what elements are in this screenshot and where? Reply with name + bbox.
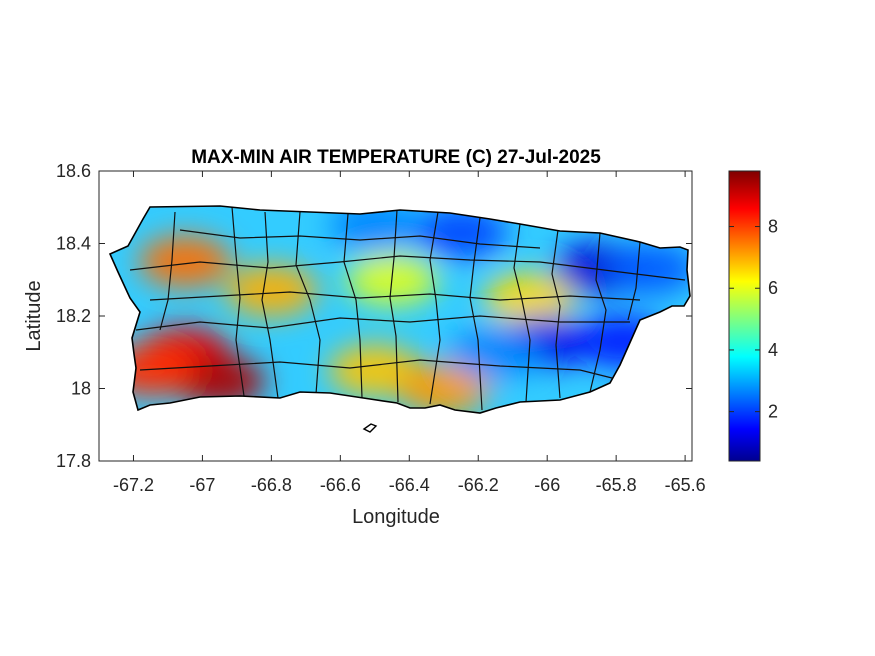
temperature-region bbox=[225, 264, 318, 317]
temperature-region bbox=[449, 326, 542, 379]
small-island-caja-de-muertos bbox=[362, 423, 378, 433]
y-tick-label: 18.2 bbox=[56, 306, 91, 326]
x-tick-label: -67.2 bbox=[113, 475, 154, 495]
y-axis-label: Latitude bbox=[23, 280, 45, 351]
y-tick-label: 17.8 bbox=[56, 451, 91, 471]
coastline bbox=[108, 205, 691, 414]
y-tick-label: 18.6 bbox=[56, 161, 91, 181]
temperature-region bbox=[173, 355, 266, 408]
temperature-region bbox=[415, 206, 508, 259]
x-tick-label: -65.6 bbox=[665, 475, 706, 495]
temperature-region bbox=[397, 362, 490, 413]
temperature-region bbox=[139, 235, 232, 288]
x-tick-label: -67 bbox=[189, 475, 215, 495]
x-tick-label: -66.4 bbox=[389, 475, 430, 495]
colorbar-tick-label: 4 bbox=[768, 340, 778, 360]
colorbar-tick-label: 8 bbox=[768, 217, 778, 237]
x-tick-label: -66 bbox=[534, 475, 560, 495]
chart-title: MAX-MIN AIR TEMPERATURE (C) 27-Jul-2025 bbox=[191, 147, 601, 168]
x-tick-label: -66.6 bbox=[320, 475, 361, 495]
y-tick-label: 18 bbox=[71, 379, 91, 399]
x-tick-label: -66.2 bbox=[458, 475, 499, 495]
colorbar-tick-label: 6 bbox=[768, 278, 778, 298]
y-axis-ticks: 18.6 18.4 18.2 18 17.8 bbox=[56, 161, 692, 471]
temperature-region bbox=[604, 242, 690, 295]
x-tick-label: -66.8 bbox=[251, 475, 292, 495]
x-axis-ticks: -67.2 -67 -66.8 -66.6 -66.4 -66.2 -66 -65.8 -65.… bbox=[113, 171, 706, 495]
municipality-borders bbox=[129, 206, 686, 411]
colorbar-ticks: 2 4 6 8 bbox=[729, 217, 778, 422]
x-axis-label: Longitude bbox=[352, 506, 440, 528]
colorbar-tick-label: 2 bbox=[768, 402, 778, 422]
colorbar bbox=[728, 170, 761, 462]
y-tick-label: 18.4 bbox=[56, 234, 91, 254]
x-tick-label: -65.8 bbox=[596, 475, 637, 495]
